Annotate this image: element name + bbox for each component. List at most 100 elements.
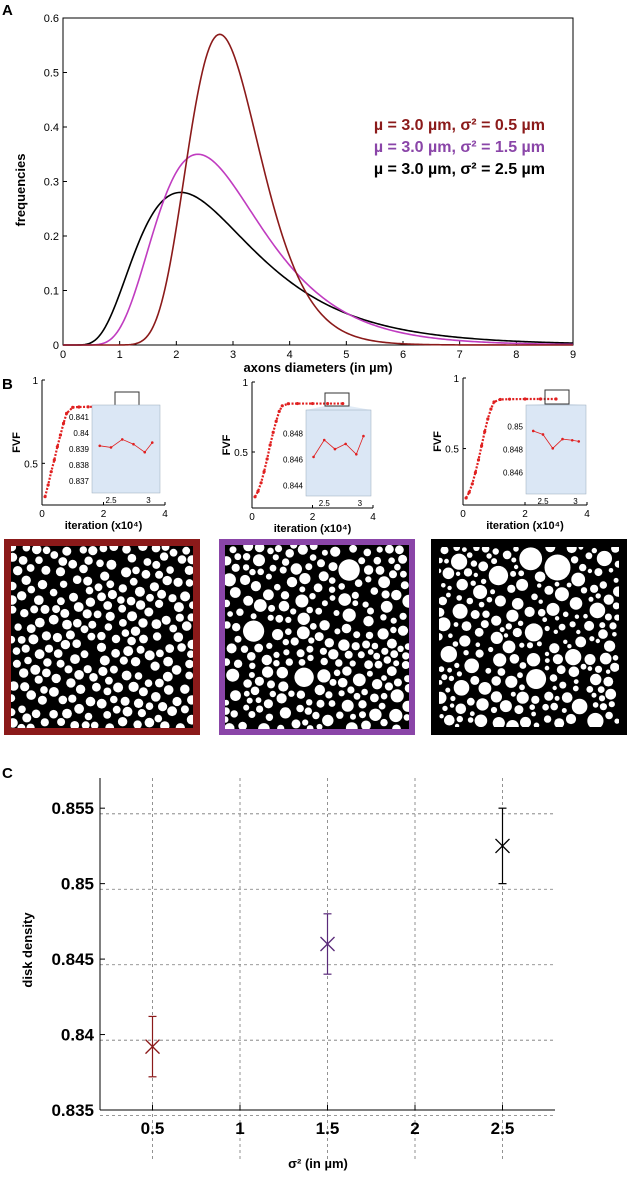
disk	[169, 624, 178, 633]
inset-fvf-point	[344, 442, 347, 446]
disk	[105, 723, 115, 728]
disk	[561, 692, 573, 703]
fvf-point	[86, 405, 90, 409]
disk	[476, 698, 489, 711]
disk	[49, 588, 58, 597]
disk	[85, 586, 94, 595]
inset-fvf-point	[551, 447, 555, 450]
disk	[480, 620, 489, 629]
disk	[11, 718, 18, 728]
disk	[459, 635, 471, 647]
disk	[308, 637, 315, 644]
disk	[585, 552, 593, 560]
disk	[448, 675, 455, 682]
disk	[475, 649, 484, 658]
disk	[441, 583, 446, 588]
disk	[177, 555, 187, 564]
disk	[52, 632, 63, 643]
disk	[328, 577, 336, 584]
disk	[225, 658, 231, 666]
disk	[592, 702, 599, 708]
disk	[309, 545, 318, 550]
inset-y-tick-label: 0.844	[283, 482, 304, 491]
disk	[57, 597, 65, 606]
x-tick-label: 5	[343, 349, 349, 361]
disk	[279, 566, 287, 574]
disk	[225, 707, 230, 715]
disk	[397, 625, 409, 636]
disk	[184, 565, 193, 575]
disk	[88, 620, 97, 629]
disk	[358, 557, 366, 565]
disk	[160, 721, 170, 728]
disk	[613, 586, 619, 597]
disk	[236, 608, 244, 616]
disk	[11, 546, 17, 552]
disk	[544, 554, 571, 581]
disk	[370, 587, 379, 595]
disk	[594, 568, 603, 577]
fvf-point	[43, 495, 47, 499]
panel-c-ylabel: disk density	[20, 912, 35, 988]
inset-x-tick-label: 2.5	[537, 497, 549, 506]
disk	[524, 606, 535, 618]
disk	[180, 684, 190, 694]
inset-fvf-point	[120, 438, 124, 441]
disk	[155, 678, 164, 688]
disk	[225, 699, 230, 706]
disk	[386, 638, 397, 649]
disk	[604, 640, 616, 652]
disk	[475, 642, 481, 647]
disk	[49, 709, 58, 719]
disk	[329, 595, 336, 601]
fvf-point	[49, 470, 53, 474]
disk	[579, 563, 587, 572]
inset-fvf-point	[541, 433, 545, 436]
disk	[26, 564, 35, 572]
disk	[161, 546, 170, 551]
disk	[455, 703, 467, 715]
disk	[324, 638, 334, 648]
disk-packing-1	[4, 539, 200, 735]
disk	[439, 691, 447, 704]
disk	[263, 589, 274, 601]
disk	[594, 665, 603, 673]
disk	[134, 672, 143, 680]
disk	[28, 634, 39, 645]
disk	[122, 706, 133, 717]
disk	[41, 565, 51, 575]
x-axis-label: iteration (x10⁴)	[65, 520, 143, 532]
disk	[490, 589, 496, 595]
zoom-funnel	[306, 406, 371, 410]
disk	[328, 649, 339, 660]
disk	[113, 682, 124, 693]
disk	[103, 711, 112, 719]
disk	[381, 675, 387, 681]
disk	[469, 711, 475, 717]
disk	[257, 568, 265, 576]
disk	[258, 723, 270, 729]
y-tick-label: 0.835	[51, 1101, 94, 1120]
disk	[359, 711, 366, 719]
disk	[390, 617, 397, 624]
disk	[268, 604, 276, 612]
disk	[376, 546, 383, 553]
disk	[182, 546, 191, 555]
disk	[404, 683, 409, 693]
disk	[456, 578, 468, 591]
disk	[42, 546, 51, 555]
disk	[344, 650, 353, 659]
disk	[151, 546, 161, 553]
disk	[576, 629, 581, 635]
disk	[139, 634, 148, 644]
disk	[325, 691, 333, 699]
disk	[362, 601, 369, 608]
disk	[317, 669, 331, 683]
disk	[296, 704, 304, 713]
packing-disks	[225, 545, 409, 729]
disk	[358, 700, 367, 709]
disk	[545, 547, 556, 553]
packing-frame	[431, 539, 627, 735]
disk	[243, 545, 254, 552]
disk	[463, 568, 473, 577]
